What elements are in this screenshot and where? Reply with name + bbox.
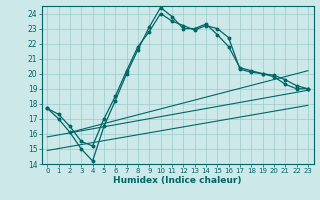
X-axis label: Humidex (Indice chaleur): Humidex (Indice chaleur) [113, 176, 242, 185]
